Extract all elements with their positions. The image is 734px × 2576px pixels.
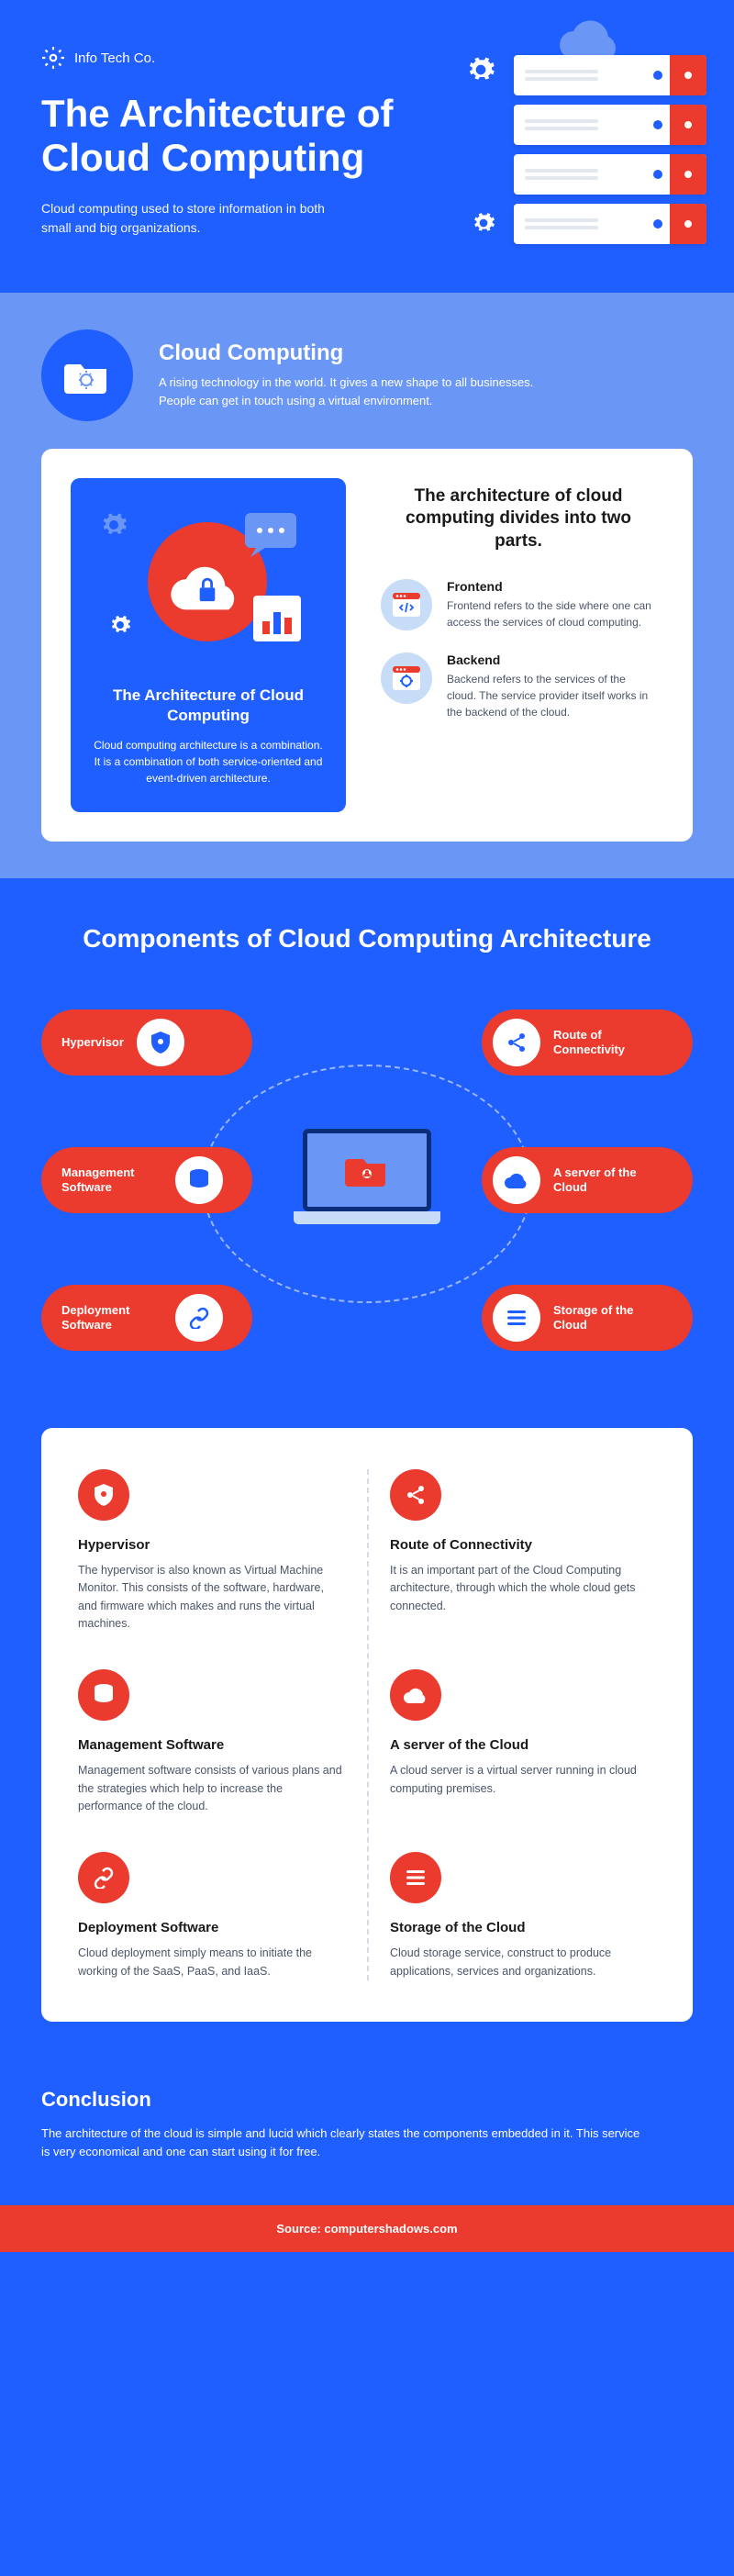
server-stack bbox=[514, 55, 706, 253]
part-frontend: Frontend Frontend refers to the side whe… bbox=[381, 579, 656, 630]
gear-icon bbox=[472, 211, 495, 235]
details-grid: Hypervisor The hypervisor is also known … bbox=[41, 1428, 693, 2022]
cloud-icon bbox=[560, 18, 624, 59]
pill-management: Management Software bbox=[41, 1147, 252, 1213]
detail-desc: Cloud deployment simply means to initiat… bbox=[78, 1945, 344, 1980]
details-section: Hypervisor The hypervisor is also known … bbox=[0, 1428, 734, 2066]
part-backend: Backend Backend refers to the services o… bbox=[381, 652, 656, 720]
components-diagram: Hypervisor Management Software Deploymen… bbox=[41, 991, 693, 1377]
detail-server: A server of the Cloud A cloud server is … bbox=[390, 1669, 656, 1815]
hero-subtitle: Cloud computing used to store informatio… bbox=[41, 199, 353, 238]
detail-desc: It is an important part of the Cloud Com… bbox=[390, 1562, 656, 1615]
chat-icon bbox=[245, 513, 296, 557]
cloud-icon bbox=[493, 1156, 540, 1204]
pill-server: A server of the Cloud bbox=[482, 1147, 693, 1213]
parts-title: The architecture of cloud computing divi… bbox=[381, 485, 656, 553]
pill-route: Route of Connectivity bbox=[482, 1009, 693, 1076]
detail-label: Storage of the Cloud bbox=[390, 1920, 656, 1935]
pill-deployment: Deployment Software bbox=[41, 1285, 252, 1351]
shield-icon bbox=[137, 1019, 184, 1066]
backend-icon bbox=[381, 652, 432, 704]
database-icon bbox=[78, 1669, 129, 1721]
pill-hypervisor: Hypervisor bbox=[41, 1009, 252, 1076]
link-icon bbox=[175, 1294, 223, 1342]
pill-storage: Storage of the Cloud bbox=[482, 1285, 693, 1351]
hero-section: Info Tech Co. The Architecture of Cloud … bbox=[0, 0, 734, 293]
detail-desc: The hypervisor is also known as Virtual … bbox=[78, 1562, 344, 1634]
detail-desc: Cloud storage service, construct to prod… bbox=[390, 1945, 656, 1980]
brand-text: Info Tech Co. bbox=[74, 50, 155, 66]
cloud-lock-icon bbox=[166, 559, 249, 614]
section-header: Cloud Computing A rising technology in t… bbox=[41, 329, 693, 421]
bar-chart-icon bbox=[253, 596, 301, 641]
section-title: Cloud Computing bbox=[159, 340, 544, 366]
share-icon bbox=[390, 1469, 441, 1521]
detail-label: Management Software bbox=[78, 1737, 344, 1753]
hero-title: The Architecture of Cloud Computing bbox=[41, 92, 445, 181]
part-desc: Frontend refers to the side where one ca… bbox=[447, 597, 656, 630]
detail-desc: Management software consists of various … bbox=[78, 1762, 344, 1815]
server-row bbox=[514, 105, 706, 145]
cloud-computing-section: Cloud Computing A rising technology in t… bbox=[0, 293, 734, 878]
panel-desc: Cloud computing architecture is a combin… bbox=[93, 737, 324, 786]
share-icon bbox=[493, 1019, 540, 1066]
cloud-icon bbox=[390, 1669, 441, 1721]
part-label: Frontend bbox=[447, 579, 656, 594]
detail-desc: A cloud server is a virtual server runni… bbox=[390, 1762, 656, 1798]
gear-icon bbox=[100, 511, 128, 539]
detail-management: Management Software Management software … bbox=[78, 1669, 344, 1815]
detail-label: A server of the Cloud bbox=[390, 1737, 656, 1753]
architecture-card: The Architecture of Cloud Computing Clou… bbox=[41, 449, 693, 842]
frontend-icon bbox=[381, 579, 432, 630]
section-desc: A rising technology in the world. It giv… bbox=[159, 374, 544, 409]
server-row bbox=[514, 204, 706, 244]
detail-route: Route of Connectivity It is an important… bbox=[390, 1469, 656, 1634]
database-icon bbox=[175, 1156, 223, 1204]
part-desc: Backend refers to the services of the cl… bbox=[447, 671, 656, 720]
detail-label: Deployment Software bbox=[78, 1920, 344, 1935]
detail-deployment: Deployment Software Cloud deployment sim… bbox=[78, 1852, 344, 1980]
list-icon bbox=[493, 1294, 540, 1342]
folder-gear-icon bbox=[41, 329, 133, 421]
panel-title: The Architecture of Cloud Computing bbox=[93, 686, 324, 726]
detail-hypervisor: Hypervisor The hypervisor is also known … bbox=[78, 1469, 344, 1634]
components-section: Components of Cloud Computing Architectu… bbox=[0, 878, 734, 1428]
part-label: Backend bbox=[447, 652, 656, 667]
server-row bbox=[514, 154, 706, 195]
server-row bbox=[514, 55, 706, 95]
gear-icon bbox=[41, 46, 65, 70]
architecture-panel: The Architecture of Cloud Computing Clou… bbox=[71, 478, 346, 812]
footer-source: Source: computershadows.com bbox=[0, 2205, 734, 2252]
shield-icon bbox=[78, 1469, 129, 1521]
link-icon bbox=[78, 1852, 129, 1903]
conclusion-desc: The architecture of the cloud is simple … bbox=[41, 2124, 647, 2161]
components-title: Components of Cloud Computing Architectu… bbox=[41, 922, 693, 954]
parts-column: The architecture of cloud computing divi… bbox=[373, 478, 663, 812]
panel-illustration bbox=[93, 504, 324, 669]
detail-label: Route of Connectivity bbox=[390, 1537, 656, 1553]
list-icon bbox=[390, 1852, 441, 1903]
gear-icon bbox=[466, 55, 495, 84]
laptop-icon bbox=[294, 1129, 440, 1239]
gear-icon bbox=[109, 614, 131, 636]
conclusion-section: Conclusion The architecture of the cloud… bbox=[0, 2066, 734, 2205]
detail-label: Hypervisor bbox=[78, 1537, 344, 1553]
conclusion-title: Conclusion bbox=[41, 2088, 693, 2112]
detail-storage: Storage of the Cloud Cloud storage servi… bbox=[390, 1852, 656, 1980]
